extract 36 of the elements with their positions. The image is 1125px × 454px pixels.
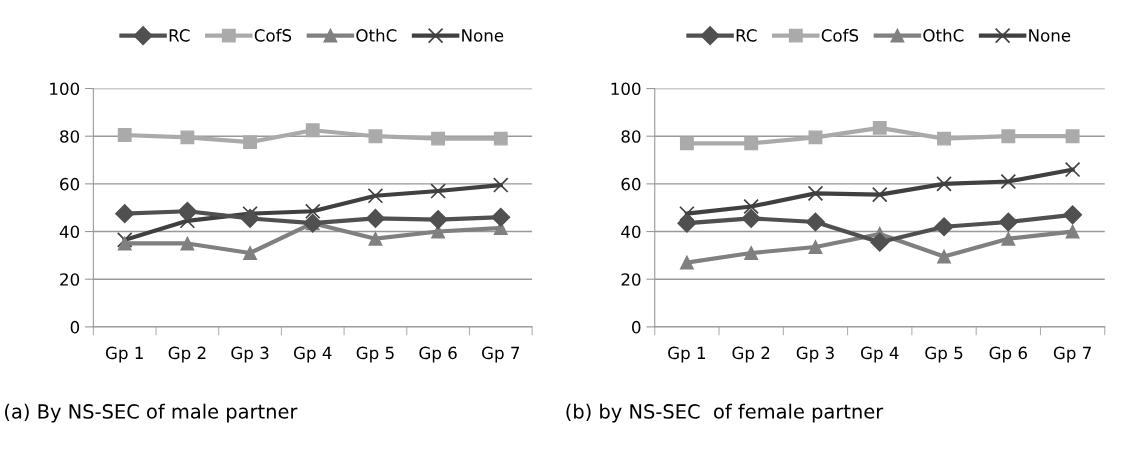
y-tick-label: 40 bbox=[621, 225, 641, 239]
x-tick-label: Gp 5 bbox=[356, 346, 394, 363]
legend-label: None bbox=[1029, 29, 1071, 42]
legend-label: RC bbox=[169, 29, 190, 42]
x-tick-label: Gp 5 bbox=[925, 346, 963, 363]
x-tick-label: Gp 4 bbox=[860, 346, 899, 363]
legend-label: None bbox=[462, 29, 504, 42]
x-tick-label: Gp 3 bbox=[796, 346, 834, 363]
legend-label: OthC bbox=[923, 28, 964, 42]
y-tick-label: 20 bbox=[621, 273, 641, 286]
text: (b) by NS-SEC of female partner bbox=[566, 403, 884, 423]
legend-label: RC bbox=[736, 29, 757, 42]
y-tick-label: 20 bbox=[60, 273, 80, 286]
x-tick-label: Gp 7 bbox=[1053, 346, 1091, 363]
y-tick-label: 0 bbox=[70, 320, 80, 334]
legend-label: OthC bbox=[356, 28, 397, 42]
x-tick-label: Gp 1 bbox=[668, 346, 706, 363]
y-tick-label: 60 bbox=[60, 177, 80, 191]
y-tick-label: 80 bbox=[60, 130, 80, 143]
x-tick-label: Gp 2 bbox=[168, 346, 206, 363]
y-tick-label: 40 bbox=[59, 225, 80, 239]
x-tick-label: Gp 1 bbox=[105, 346, 143, 363]
x-tick-label: Gp 7 bbox=[482, 346, 520, 363]
x-tick-label: Gp 4 bbox=[293, 346, 332, 363]
x-tick-label: Gp 6 bbox=[989, 346, 1027, 363]
x-tick-label: Gp 6 bbox=[419, 346, 457, 363]
y-tick-label: 100 bbox=[50, 82, 80, 96]
y-tick-label: 100 bbox=[611, 82, 641, 96]
x-tick-label: Gp 3 bbox=[231, 346, 269, 363]
y-tick-label: 60 bbox=[621, 177, 641, 191]
legend-label: CofS bbox=[254, 28, 292, 42]
text: (a) By NS-SEC of male partner bbox=[5, 403, 298, 423]
y-tick-label: 0 bbox=[632, 320, 641, 334]
x-tick-label: Gp 2 bbox=[732, 346, 770, 363]
y-tick-label: 80 bbox=[621, 130, 641, 143]
legend-label: CofS bbox=[821, 28, 859, 42]
